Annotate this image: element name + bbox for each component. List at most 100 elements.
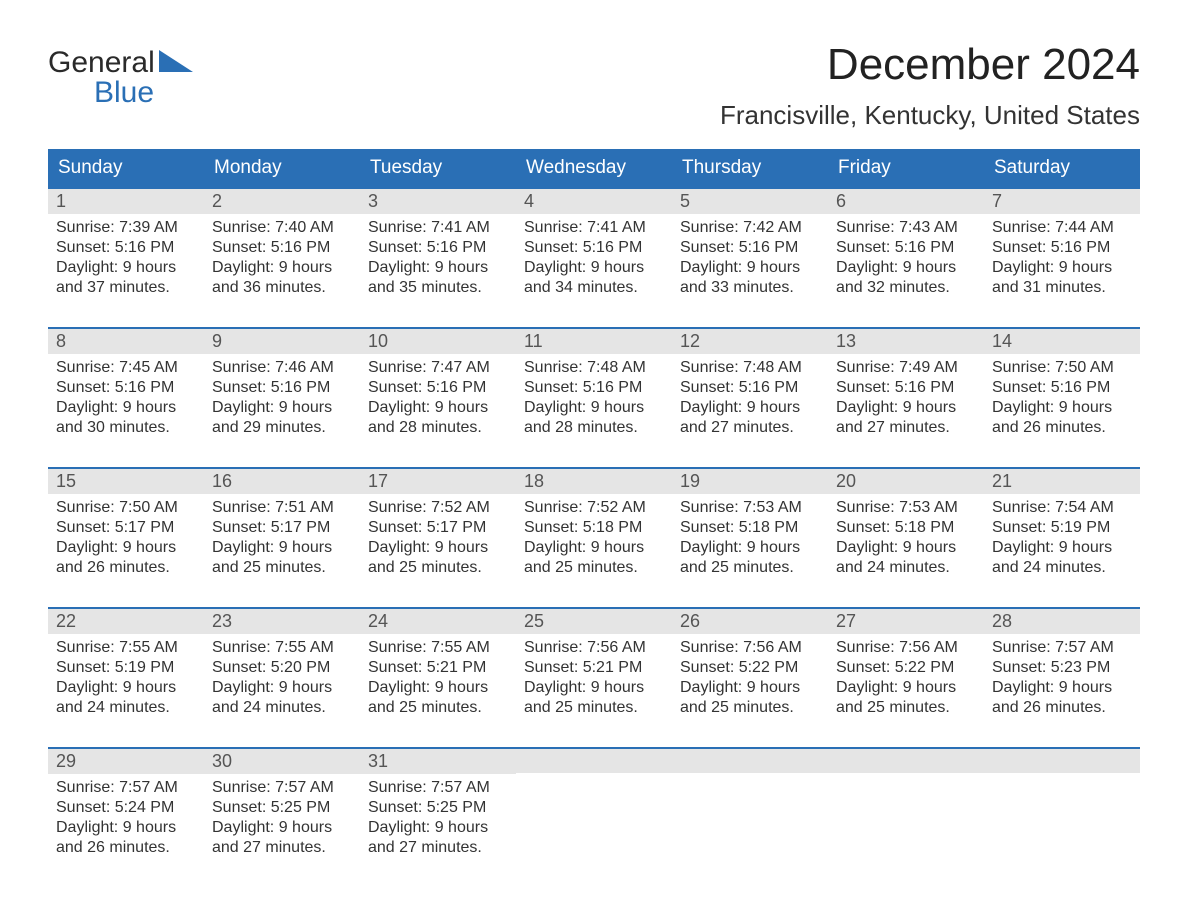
day-data: Sunrise: 7:57 AMSunset: 5:23 PMDaylight:… xyxy=(984,634,1140,724)
sunrise-line: Sunrise: 7:52 AM xyxy=(368,498,508,518)
daylight-line-2: and 25 minutes. xyxy=(680,698,820,718)
day-number: 18 xyxy=(516,469,672,494)
daylight-line-1: Daylight: 9 hours xyxy=(56,818,196,838)
daylight-line-1: Daylight: 9 hours xyxy=(212,538,352,558)
daylight-line-1: Daylight: 9 hours xyxy=(368,398,508,418)
sunset-line: Sunset: 5:16 PM xyxy=(992,238,1132,258)
daylight-line-2: and 25 minutes. xyxy=(368,558,508,578)
day-data: Sunrise: 7:50 AMSunset: 5:17 PMDaylight:… xyxy=(48,494,204,584)
daylight-line-2: and 24 minutes. xyxy=(212,698,352,718)
sunset-line: Sunset: 5:24 PM xyxy=(56,798,196,818)
sunrise-line: Sunrise: 7:43 AM xyxy=(836,218,976,238)
day-data: Sunrise: 7:41 AMSunset: 5:16 PMDaylight:… xyxy=(516,214,672,304)
calendar-cell: 18Sunrise: 7:52 AMSunset: 5:18 PMDayligh… xyxy=(516,469,672,593)
day-data: Sunrise: 7:57 AMSunset: 5:25 PMDaylight:… xyxy=(204,774,360,864)
day-number: 19 xyxy=(672,469,828,494)
calendar-cell xyxy=(516,749,672,873)
daylight-line-1: Daylight: 9 hours xyxy=(992,258,1132,278)
calendar-cell: 3Sunrise: 7:41 AMSunset: 5:16 PMDaylight… xyxy=(360,189,516,313)
calendar-cell xyxy=(984,749,1140,873)
calendar-cell: 11Sunrise: 7:48 AMSunset: 5:16 PMDayligh… xyxy=(516,329,672,453)
sunrise-line: Sunrise: 7:57 AM xyxy=(368,778,508,798)
header: General Blue December 2024 Francisville,… xyxy=(48,40,1140,131)
day-header-fri: Friday xyxy=(828,149,984,187)
daylight-line-1: Daylight: 9 hours xyxy=(524,258,664,278)
sunset-line: Sunset: 5:16 PM xyxy=(836,378,976,398)
day-data: Sunrise: 7:53 AMSunset: 5:18 PMDaylight:… xyxy=(828,494,984,584)
day-data: Sunrise: 7:55 AMSunset: 5:21 PMDaylight:… xyxy=(360,634,516,724)
daylight-line-1: Daylight: 9 hours xyxy=(836,398,976,418)
calendar-cell: 6Sunrise: 7:43 AMSunset: 5:16 PMDaylight… xyxy=(828,189,984,313)
daylight-line-2: and 24 minutes. xyxy=(836,558,976,578)
day-data: Sunrise: 7:56 AMSunset: 5:21 PMDaylight:… xyxy=(516,634,672,724)
daylight-line-1: Daylight: 9 hours xyxy=(368,258,508,278)
sunset-line: Sunset: 5:16 PM xyxy=(56,238,196,258)
sunrise-line: Sunrise: 7:40 AM xyxy=(212,218,352,238)
day-number: 24 xyxy=(360,609,516,634)
day-number: 6 xyxy=(828,189,984,214)
daylight-line-1: Daylight: 9 hours xyxy=(368,538,508,558)
day-data: Sunrise: 7:47 AMSunset: 5:16 PMDaylight:… xyxy=(360,354,516,444)
daylight-line-1: Daylight: 9 hours xyxy=(212,678,352,698)
daylight-line-2: and 30 minutes. xyxy=(56,418,196,438)
calendar-cell: 12Sunrise: 7:48 AMSunset: 5:16 PMDayligh… xyxy=(672,329,828,453)
sunrise-line: Sunrise: 7:46 AM xyxy=(212,358,352,378)
sunrise-line: Sunrise: 7:52 AM xyxy=(524,498,664,518)
calendar-cell: 22Sunrise: 7:55 AMSunset: 5:19 PMDayligh… xyxy=(48,609,204,733)
calendar-cell: 10Sunrise: 7:47 AMSunset: 5:16 PMDayligh… xyxy=(360,329,516,453)
sunset-line: Sunset: 5:18 PM xyxy=(836,518,976,538)
daylight-line-2: and 26 minutes. xyxy=(56,838,196,858)
calendar-cell: 4Sunrise: 7:41 AMSunset: 5:16 PMDaylight… xyxy=(516,189,672,313)
calendar-cell: 31Sunrise: 7:57 AMSunset: 5:25 PMDayligh… xyxy=(360,749,516,873)
sunset-line: Sunset: 5:25 PM xyxy=(212,798,352,818)
logo-triangle-icon xyxy=(159,48,193,78)
sunrise-line: Sunrise: 7:55 AM xyxy=(56,638,196,658)
day-data: Sunrise: 7:55 AMSunset: 5:20 PMDaylight:… xyxy=(204,634,360,724)
day-data: Sunrise: 7:57 AMSunset: 5:24 PMDaylight:… xyxy=(48,774,204,864)
day-number: 3 xyxy=(360,189,516,214)
daylight-line-1: Daylight: 9 hours xyxy=(992,678,1132,698)
sunset-line: Sunset: 5:17 PM xyxy=(368,518,508,538)
day-data: Sunrise: 7:39 AMSunset: 5:16 PMDaylight:… xyxy=(48,214,204,304)
daylight-line-2: and 27 minutes. xyxy=(836,418,976,438)
day-data: Sunrise: 7:46 AMSunset: 5:16 PMDaylight:… xyxy=(204,354,360,444)
day-number: 16 xyxy=(204,469,360,494)
day-number: 31 xyxy=(360,749,516,774)
calendar-cell: 16Sunrise: 7:51 AMSunset: 5:17 PMDayligh… xyxy=(204,469,360,593)
daylight-line-2: and 32 minutes. xyxy=(836,278,976,298)
day-number: 9 xyxy=(204,329,360,354)
day-number: 4 xyxy=(516,189,672,214)
day-number: 1 xyxy=(48,189,204,214)
calendar-cell: 19Sunrise: 7:53 AMSunset: 5:18 PMDayligh… xyxy=(672,469,828,593)
calendar-cell: 1Sunrise: 7:39 AMSunset: 5:16 PMDaylight… xyxy=(48,189,204,313)
daylight-line-2: and 25 minutes. xyxy=(680,558,820,578)
sunrise-line: Sunrise: 7:50 AM xyxy=(992,358,1132,378)
daylight-line-2: and 26 minutes. xyxy=(56,558,196,578)
calendar-cell: 30Sunrise: 7:57 AMSunset: 5:25 PMDayligh… xyxy=(204,749,360,873)
day-number xyxy=(516,749,672,773)
sunset-line: Sunset: 5:16 PM xyxy=(212,238,352,258)
daylight-line-1: Daylight: 9 hours xyxy=(524,678,664,698)
daylight-line-2: and 25 minutes. xyxy=(524,558,664,578)
day-data: Sunrise: 7:56 AMSunset: 5:22 PMDaylight:… xyxy=(672,634,828,724)
calendar-cell: 27Sunrise: 7:56 AMSunset: 5:22 PMDayligh… xyxy=(828,609,984,733)
calendar-cell: 25Sunrise: 7:56 AMSunset: 5:21 PMDayligh… xyxy=(516,609,672,733)
daylight-line-1: Daylight: 9 hours xyxy=(680,398,820,418)
calendar-cell: 21Sunrise: 7:54 AMSunset: 5:19 PMDayligh… xyxy=(984,469,1140,593)
daylight-line-1: Daylight: 9 hours xyxy=(836,538,976,558)
sunrise-line: Sunrise: 7:48 AM xyxy=(524,358,664,378)
week-row: 29Sunrise: 7:57 AMSunset: 5:24 PMDayligh… xyxy=(48,747,1140,873)
sunrise-line: Sunrise: 7:56 AM xyxy=(836,638,976,658)
sunset-line: Sunset: 5:16 PM xyxy=(368,378,508,398)
sunset-line: Sunset: 5:22 PM xyxy=(836,658,976,678)
calendar-cell: 24Sunrise: 7:55 AMSunset: 5:21 PMDayligh… xyxy=(360,609,516,733)
daylight-line-2: and 29 minutes. xyxy=(212,418,352,438)
daylight-line-2: and 33 minutes. xyxy=(680,278,820,298)
day-number xyxy=(984,749,1140,773)
daylight-line-1: Daylight: 9 hours xyxy=(56,398,196,418)
sunset-line: Sunset: 5:19 PM xyxy=(992,518,1132,538)
daylight-line-1: Daylight: 9 hours xyxy=(56,538,196,558)
daylight-line-2: and 25 minutes. xyxy=(524,698,664,718)
day-header-row: Sunday Monday Tuesday Wednesday Thursday… xyxy=(48,149,1140,187)
day-data: Sunrise: 7:40 AMSunset: 5:16 PMDaylight:… xyxy=(204,214,360,304)
